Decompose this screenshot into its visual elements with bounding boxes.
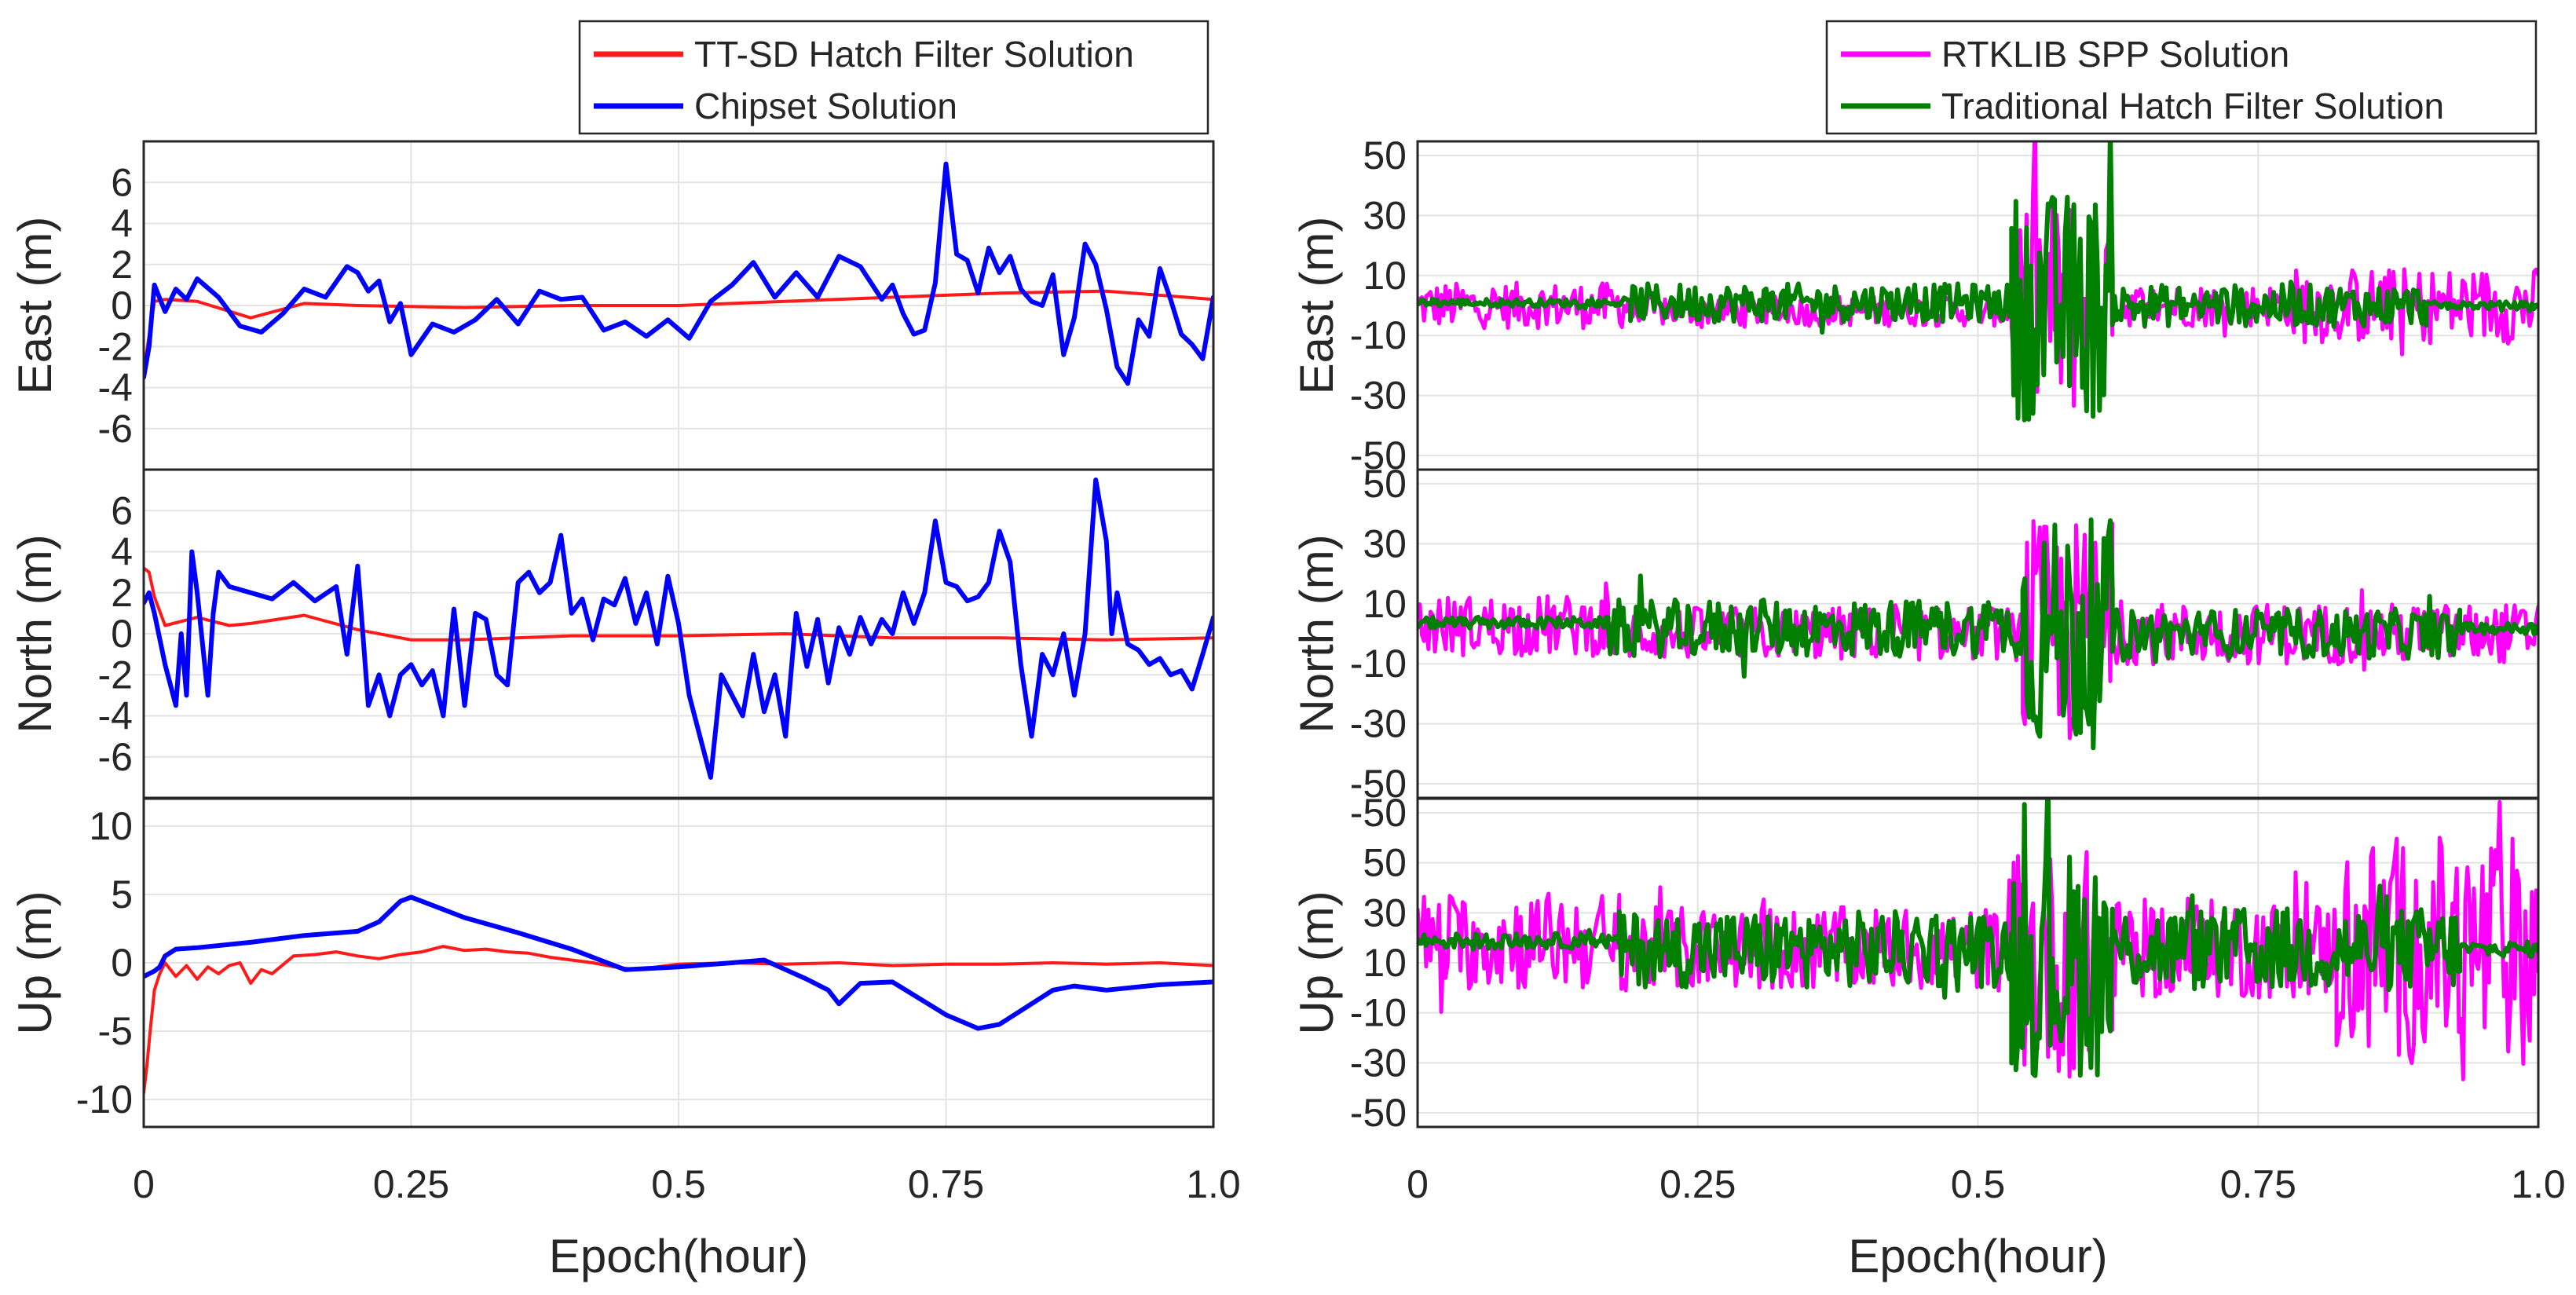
y-tick-label: 10 — [1363, 941, 1407, 985]
series-line-traditional-hatch-filter-solution — [1418, 517, 2538, 751]
y-axis-label: East (m) — [1290, 217, 1343, 395]
y-axis-label: Up (m) — [9, 891, 61, 1034]
series-line-chipset-solution — [144, 894, 1213, 1031]
legend-label: TT-SD Hatch Filter Solution — [694, 34, 1134, 75]
y-axis-label: North (m) — [9, 534, 61, 733]
y-tick-label: 4 — [111, 530, 133, 574]
y-tick-label: 50 — [1363, 462, 1407, 506]
series-line-chipset-solution — [144, 161, 1213, 386]
y-axis-label: Up (m) — [1290, 891, 1343, 1034]
y-tick-label: -50 — [1350, 433, 1407, 477]
y-tick-label: 10 — [1363, 582, 1407, 626]
series-line-tt-sd-hatch-filter-solution — [144, 945, 1213, 1095]
y-axis-label: North (m) — [1290, 534, 1343, 733]
legend-box — [1825, 20, 2538, 135]
y-tick-label: 50 — [1363, 134, 1407, 177]
series-line-chipset-solution — [144, 477, 1213, 780]
x-tick-label: 0.25 — [373, 1162, 449, 1206]
y-tick-label: 6 — [111, 160, 133, 204]
series-line-rtklib-spp-solution — [1418, 519, 2538, 741]
y-tick-label: -10 — [1350, 991, 1407, 1035]
y-tick-label: 30 — [1363, 193, 1407, 237]
y-tick-label: -30 — [1350, 374, 1407, 418]
y-tick-label: 10 — [1363, 254, 1407, 298]
series-line-traditional-hatch-filter-solution — [1418, 141, 2538, 423]
y-tick-label: 50 — [1363, 841, 1407, 885]
x-tick-label: 0.75 — [908, 1162, 984, 1206]
y-axis-label: East (m) — [9, 217, 61, 395]
x-axis-label: Epoch(hour) — [549, 1230, 808, 1282]
series-line-traditional-hatch-filter-solution — [1418, 799, 2538, 1078]
subplot-left-up: -10 -5 0 5 10 Up (m) — [9, 797, 1215, 1129]
series-group — [144, 161, 1213, 386]
x-tick-label: 0 — [133, 1162, 155, 1206]
y-tick-label: 5 — [111, 872, 133, 916]
axes-frame — [1416, 797, 2540, 1129]
x-tick-label: 0 — [1407, 1162, 1429, 1206]
x-tick-label: 0.5 — [651, 1162, 706, 1206]
y-tick-label: 2 — [111, 243, 133, 287]
legend-label: Traditional Hatch Filter Solution — [1941, 86, 2444, 126]
series-group — [144, 477, 1213, 780]
y-tick-label: -30 — [1350, 702, 1407, 746]
series-line-tt-sd-hatch-filter-solution — [144, 566, 1213, 642]
y-tick-label: -50 — [1350, 1091, 1407, 1135]
y-tick-label: 6 — [111, 488, 133, 532]
y-tick-label: -6 — [98, 407, 133, 451]
y-tick-label: -10 — [76, 1077, 133, 1121]
y-tick-label: 0 — [111, 941, 133, 985]
y-tick-label: -10 — [1350, 313, 1407, 357]
subplot-right-north: -50 -30 -10 10 30 50 North (m) — [1290, 462, 2540, 806]
y-tick-label: -6 — [98, 735, 133, 779]
y-tick-label: 2 — [111, 571, 133, 615]
legend-label: Chipset Solution — [694, 86, 957, 126]
x-tick-label: 1.0 — [1186, 1162, 1241, 1206]
y-tick-label: 10 — [89, 804, 133, 848]
y-tick-label: -50 — [1350, 791, 1407, 835]
series-group — [1418, 141, 2538, 423]
x-tick-label: 0.5 — [1951, 1162, 2006, 1206]
y-tick-label: 0 — [111, 612, 133, 656]
y-tick-label: 0 — [111, 284, 133, 327]
y-tick-label: -2 — [98, 653, 133, 697]
series-group — [144, 894, 1213, 1095]
legend-label: RTKLIB SPP Solution — [1941, 34, 2289, 75]
y-tick-label: -5 — [98, 1009, 133, 1053]
x-tick-label: 0.25 — [1659, 1162, 1736, 1206]
legend-left: TT-SD Hatch Filter Solution Chipset Solut… — [578, 20, 1209, 135]
y-tick-label: -30 — [1350, 1041, 1407, 1085]
y-tick-label: -4 — [98, 366, 133, 410]
y-tick-label: -50 — [1350, 762, 1407, 806]
x-tick-label: 1.0 — [2511, 1162, 2566, 1206]
axes-frame — [142, 797, 1215, 1129]
x-axis-label: Epoch(hour) — [1848, 1230, 2107, 1282]
y-tick-label: 30 — [1363, 891, 1407, 935]
series-group — [1418, 799, 2538, 1081]
y-tick-label: -4 — [98, 694, 133, 738]
y-tick-label: -2 — [98, 324, 133, 368]
x-tick-label: 0.75 — [2220, 1162, 2296, 1206]
subplot-right-up: -50 -30 -10 10 30 50 -50 Up (m) — [1290, 791, 2540, 1135]
y-tick-label: -10 — [1350, 642, 1407, 686]
legend-right: RTKLIB SPP Solution Traditional Hatch Fil… — [1825, 20, 2538, 135]
y-tick-label: 4 — [111, 202, 133, 246]
legend-box — [578, 20, 1209, 135]
subplot-right-east: -50 -30 -10 10 30 50 East (m) — [1290, 134, 2540, 477]
series-group — [1418, 517, 2538, 751]
y-tick-label: 30 — [1363, 521, 1407, 565]
